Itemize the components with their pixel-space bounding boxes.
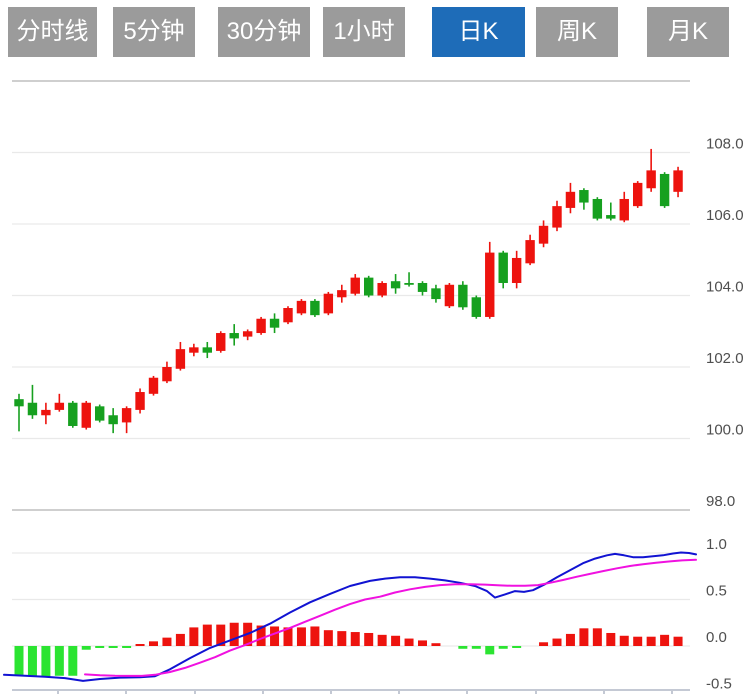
svg-text:1.0: 1.0 [706, 536, 727, 553]
svg-text:102.0: 102.0 [706, 350, 744, 367]
x-axis [12, 689, 690, 694]
svg-text:106.0: 106.0 [706, 207, 744, 224]
macd-axis-labels: 1.0 0.5 0.0 -0.5 [706, 536, 732, 693]
svg-text:98.0: 98.0 [706, 493, 735, 510]
macd-histogram [14, 622, 683, 677]
tab-30min[interactable]: 30分钟 [218, 7, 310, 57]
tab-monthly-k[interactable]: 月K [647, 7, 729, 57]
price-axis-labels: 108.0 106.0 104.0 102.0 100.0 98.0 [706, 136, 744, 511]
dif-line [3, 551, 697, 682]
candle-series [14, 148, 683, 434]
svg-text:108.0: 108.0 [706, 136, 744, 153]
price-gridlines [12, 80, 690, 511]
svg-text:0.0: 0.0 [706, 629, 727, 646]
tab-daily-k[interactable]: 日K [432, 7, 525, 57]
svg-text:0.5: 0.5 [706, 583, 727, 600]
tab-1hour[interactable]: 1小时 [323, 7, 405, 57]
tab-weekly-k[interactable]: 周K [536, 7, 618, 57]
dea-line [84, 558, 697, 677]
tab-timeline[interactable]: 分时线 [8, 7, 97, 57]
tab-5min[interactable]: 5分钟 [113, 7, 195, 57]
svg-text:104.0: 104.0 [706, 279, 744, 296]
svg-text:100.0: 100.0 [706, 422, 744, 439]
timeframe-tabs: 分时线 5分钟 30分钟 1小时 日K 周K 月K [0, 0, 755, 64]
svg-text:-0.5: -0.5 [706, 676, 732, 693]
